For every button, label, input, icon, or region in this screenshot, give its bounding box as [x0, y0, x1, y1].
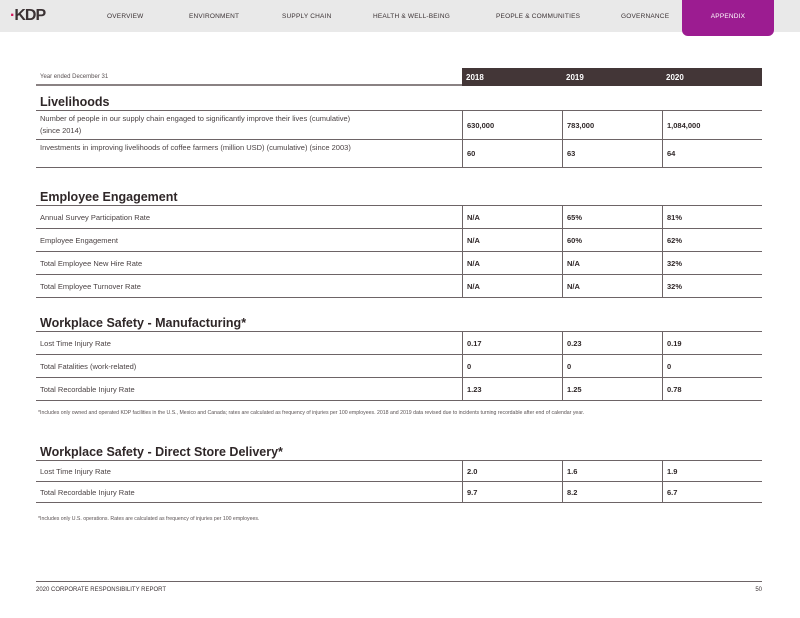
row-label: Lost Time Injury Rate — [40, 338, 111, 348]
footnote: *Includes only U.S. operations. Rates ar… — [38, 516, 260, 522]
table-row: Employee Engagement N/A 60% 62% — [36, 229, 762, 252]
value-2018: N/A — [462, 252, 562, 274]
value-2019: 1.25 — [562, 378, 662, 400]
value-2019: 60% — [562, 229, 662, 251]
value-2020: 32% — [662, 252, 762, 274]
value-2018: N/A — [462, 275, 562, 297]
top-navigation: ·KDP — [0, 0, 800, 32]
nav-item-overview[interactable]: OVERVIEW — [107, 13, 144, 20]
nav-item-governance[interactable]: GOVERNANCE — [621, 13, 670, 20]
row-label: Total Employee New Hire Rate — [40, 258, 143, 268]
footnote: *Includes only owned and operated KDP fa… — [38, 410, 585, 416]
row-label: Employee Engagement — [40, 235, 118, 245]
value-2020: 62% — [662, 229, 762, 251]
value-2020: 1,084,000 — [662, 111, 762, 139]
row-label: Total Employee Turnover Rate — [40, 281, 141, 291]
section-title: Livelihoods — [36, 95, 762, 111]
nav-item-supply-chain[interactable]: SUPPLY CHAIN — [282, 13, 332, 20]
table-row: Total Employee New Hire Rate N/A N/A 32% — [36, 252, 762, 275]
table-row: Total Recordable Injury Rate 9.7 8.2 6.7 — [36, 482, 762, 503]
value-2018: 9.7 — [462, 482, 562, 502]
row-label: Annual Survey Participation Rate — [40, 212, 151, 222]
year-2018: 2018 — [466, 73, 484, 82]
table-row: Total Recordable Injury Rate 1.23 1.25 0.78 — [36, 378, 762, 401]
value-2020: 0.19 — [662, 332, 762, 354]
row-label: Total Recordable Injury Rate — [40, 487, 135, 497]
value-2019: N/A — [562, 252, 662, 274]
value-2018: 1.23 — [462, 378, 562, 400]
nav-item-health-well-being[interactable]: HEALTH & WELL-BEING — [373, 13, 451, 20]
page-footer: 2020 CORPORATE RESPONSIBILITY REPORT 50 — [36, 581, 762, 593]
value-2018: 60 — [462, 140, 562, 167]
value-2020: 32% — [662, 275, 762, 297]
row-label: Lost Time Injury Rate — [40, 466, 111, 476]
row-label: Total Recordable Injury Rate — [40, 384, 135, 394]
value-2020: 1.9 — [662, 461, 762, 481]
section-title: Workplace Safety - Direct Store Delivery… — [36, 445, 762, 461]
year-2019: 2019 — [566, 73, 584, 82]
report-title: 2020 CORPORATE RESPONSIBILITY REPORT — [36, 587, 167, 593]
value-2018: 2.0 — [462, 461, 562, 481]
nav-item-environment[interactable]: ENVIRONMENT — [189, 13, 240, 20]
kdp-logo[interactable]: ·KDP — [10, 7, 46, 24]
page-number: 50 — [755, 587, 762, 593]
table-row: Lost Time Injury Rate 0.17 0.23 0.19 — [36, 332, 762, 355]
year-2020: 2020 — [666, 73, 684, 82]
section-1: Employee Engagement Annual Survey Partici… — [36, 190, 762, 298]
nav-item-people-communities[interactable]: PEOPLE & COMMUNITIES — [496, 13, 581, 20]
value-2019: 0 — [562, 355, 662, 377]
value-2018: N/A — [462, 206, 562, 228]
value-2020: 64 — [662, 140, 762, 167]
section-title: Workplace Safety - Manufacturing* — [36, 316, 762, 332]
value-2018: N/A — [462, 229, 562, 251]
value-2019: 8.2 — [562, 482, 662, 502]
nav-item-appendix[interactable]: APPENDIX — [682, 0, 774, 36]
table-row: Annual Survey Participation Rate N/A 65% 81… — [36, 206, 762, 229]
table-row: Total Fatalities (work-related) 0 0 0 — [36, 355, 762, 378]
table-header: Year ended December 31 2018 2019 2020 — [36, 68, 762, 86]
value-2019: N/A — [562, 275, 662, 297]
year-label: Year ended December 31 — [40, 74, 109, 80]
value-2018: 0 — [462, 355, 562, 377]
value-2018: 630,000 — [462, 111, 562, 139]
row-label: Investments in improving livelihoods of … — [40, 143, 351, 152]
value-2019: 0.23 — [562, 332, 662, 354]
row-label: Number of people in our supply chain eng… — [40, 114, 351, 135]
value-2019: 1.6 — [562, 461, 662, 481]
value-2020: 81% — [662, 206, 762, 228]
section-title: Employee Engagement — [36, 190, 762, 206]
table-row: Number of people in our supply chain eng… — [36, 111, 762, 140]
value-2020: 6.7 — [662, 482, 762, 502]
value-2019: 65% — [562, 206, 662, 228]
table-row: Lost Time Injury Rate 2.0 1.6 1.9 — [36, 461, 762, 482]
value-2020: 0 — [662, 355, 762, 377]
value-2019: 783,000 — [562, 111, 662, 139]
section-2: Workplace Safety - Manufacturing* Lost Ti… — [36, 316, 762, 401]
table-row: Investments in improving livelihoods of … — [36, 140, 762, 168]
section-0: Livelihoods Number of people in our suppl… — [36, 95, 762, 168]
value-2020: 0.78 — [662, 378, 762, 400]
table-row: Total Employee Turnover Rate N/A N/A 32% — [36, 275, 762, 298]
year-header-band: 2018 2019 2020 — [462, 68, 762, 86]
row-label: Total Fatalities (work-related) — [40, 361, 137, 371]
value-2018: 0.17 — [462, 332, 562, 354]
value-2019: 63 — [562, 140, 662, 167]
section-3: Workplace Safety - Direct Store Delivery… — [36, 445, 762, 503]
